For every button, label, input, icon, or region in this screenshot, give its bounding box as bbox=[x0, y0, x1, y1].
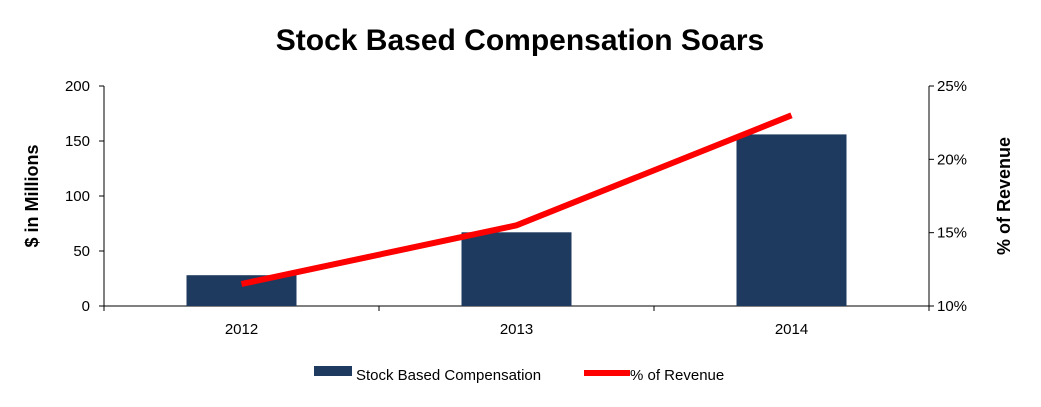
y2-tick-label: 20% bbox=[937, 151, 967, 168]
bar bbox=[736, 134, 847, 306]
x-tick-label: 2013 bbox=[500, 321, 533, 338]
x-tick-label: 2012 bbox=[225, 321, 258, 338]
legend-swatch-bars bbox=[314, 366, 352, 376]
bar bbox=[461, 232, 572, 306]
bar bbox=[186, 275, 297, 306]
y2-tick-label: 15% bbox=[937, 225, 967, 242]
legend-label-line: % of Revenue bbox=[630, 367, 724, 384]
y-tick-label: 200 bbox=[65, 78, 90, 95]
chart-title: Stock Based Compensation Soars bbox=[276, 24, 764, 57]
y-axis-label: $ in Millions bbox=[22, 144, 42, 247]
y2-tick-label: 10% bbox=[937, 298, 967, 315]
y-tick-label: 50 bbox=[73, 243, 90, 260]
y-tick-label: 150 bbox=[65, 133, 90, 150]
legend: Stock Based Compensation % of Revenue bbox=[314, 366, 724, 384]
plot-area: 0 50 100 150 200 10% 15% 20% 25% 2012 2013 2014 bbox=[65, 78, 967, 338]
y2-tick-label: 25% bbox=[937, 78, 967, 95]
y-tick-label: 100 bbox=[65, 188, 90, 205]
legend-label-bars: Stock Based Compensation bbox=[356, 367, 541, 384]
y-tick-label: 0 bbox=[82, 298, 90, 315]
x-tick-label: 2014 bbox=[775, 321, 808, 338]
y2-axis-label: % of Revenue bbox=[994, 137, 1014, 255]
